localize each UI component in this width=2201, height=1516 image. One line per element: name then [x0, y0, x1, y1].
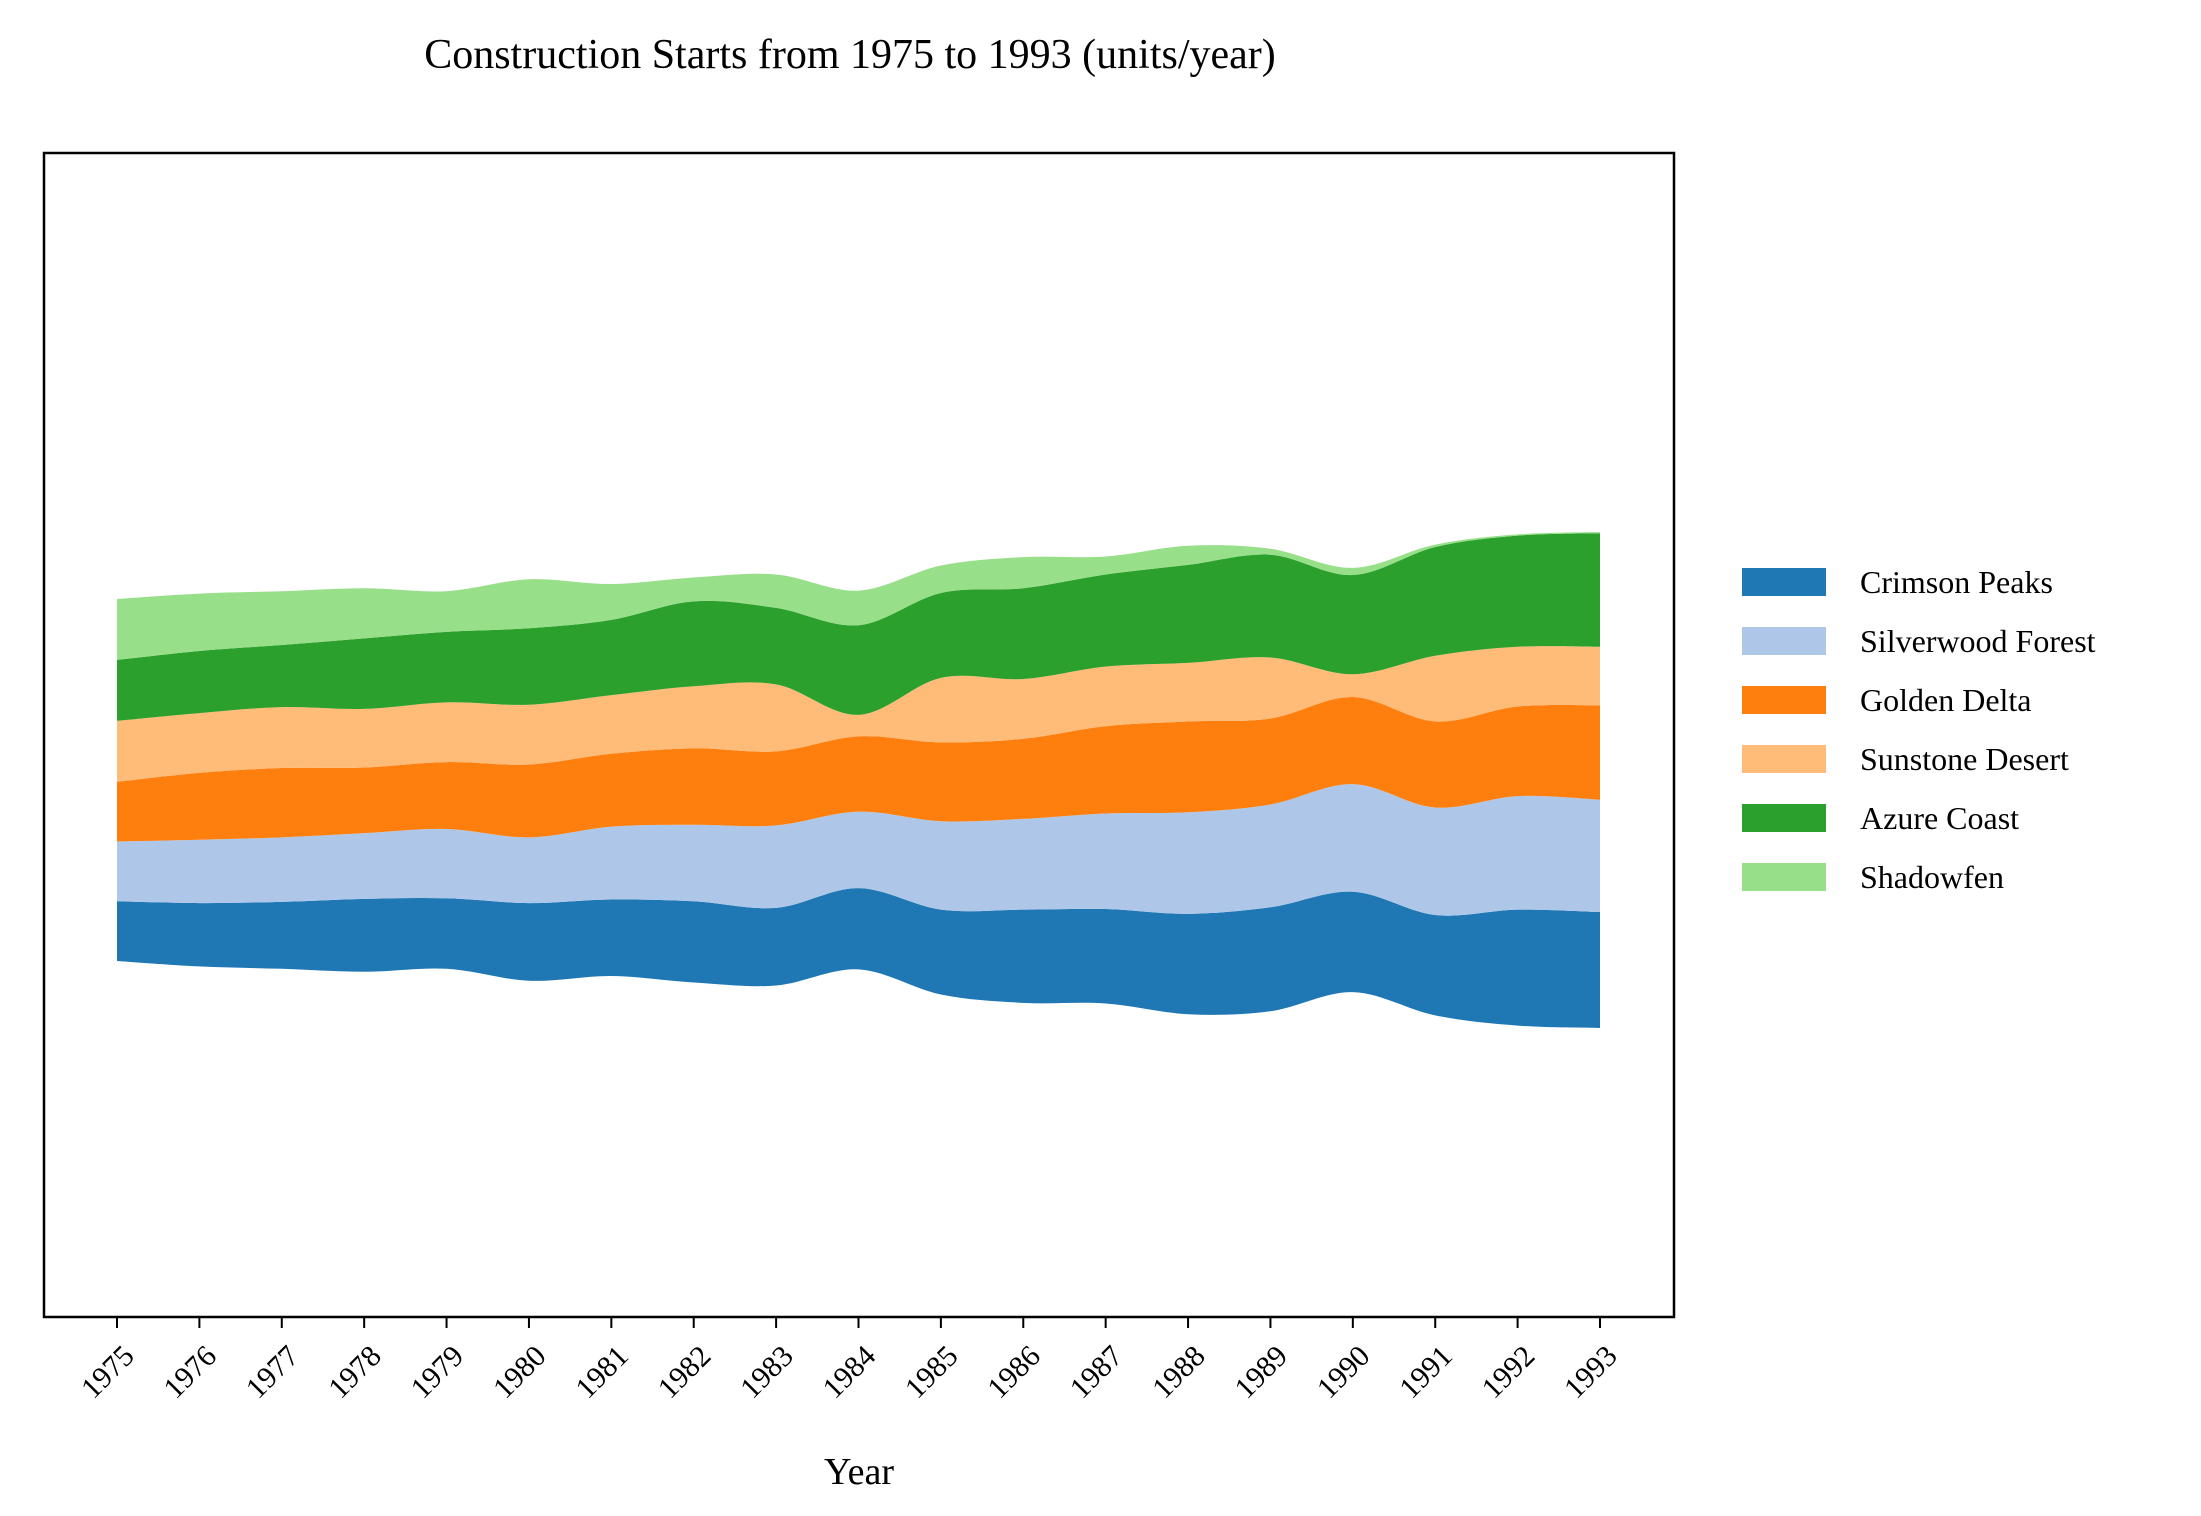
x-tick-label: 1989	[1228, 1339, 1294, 1405]
x-tick-label: 1987	[1064, 1339, 1130, 1405]
legend-swatch	[1742, 863, 1826, 891]
legend-swatch	[1742, 568, 1826, 596]
stream-shadowfen	[117, 532, 1600, 660]
x-tick-label: 1983	[734, 1339, 800, 1405]
legend: Crimson Peaks Silverwood Forest Golden Del…	[1742, 564, 2096, 895]
stream-golden-delta	[117, 696, 1600, 842]
x-tick-label: 1982	[652, 1339, 718, 1405]
stream-layers	[117, 532, 1600, 1028]
stream-sunstone-desert	[117, 646, 1600, 782]
legend-label: Golden Delta	[1860, 682, 2032, 718]
legend-label: Sunstone Desert	[1860, 741, 2069, 777]
x-tick-label: 1981	[569, 1339, 635, 1405]
legend-label: Shadowfen	[1860, 859, 2004, 895]
x-axis-label: Year	[824, 1451, 894, 1493]
x-axis-ticks: 1975 1976 1977 1978 1979 1980 1981 1982 1983 1984…	[75, 1317, 1624, 1405]
x-tick-label: 1990	[1311, 1339, 1377, 1405]
x-tick-label: 1979	[404, 1339, 470, 1405]
x-tick-label: 1985	[899, 1339, 965, 1405]
x-tick-label: 1988	[1146, 1339, 1212, 1405]
x-tick-label: 1980	[487, 1339, 553, 1405]
x-tick-label: 1992	[1476, 1339, 1542, 1405]
x-tick-label: 1991	[1393, 1339, 1459, 1405]
x-tick-label: 1976	[157, 1339, 223, 1405]
legend-swatch	[1742, 627, 1826, 655]
x-tick-label: 1984	[816, 1339, 882, 1405]
x-tick-label: 1986	[981, 1339, 1047, 1405]
x-tick-label: 1977	[240, 1339, 306, 1405]
stream-crimson-peaks	[117, 888, 1600, 1028]
legend-label: Silverwood Forest	[1860, 623, 2096, 659]
legend-swatch	[1742, 686, 1826, 714]
legend-label: Azure Coast	[1860, 800, 2019, 836]
legend-swatch	[1742, 804, 1826, 832]
legend-swatch	[1742, 745, 1826, 773]
chart-title: Construction Starts from 1975 to 1993 (u…	[424, 32, 1276, 78]
stream-silverwood-forest	[117, 784, 1600, 916]
legend-label: Crimson Peaks	[1860, 564, 2053, 600]
x-tick-label: 1978	[322, 1339, 388, 1405]
x-tick-label: 1975	[75, 1339, 141, 1405]
x-tick-label: 1993	[1558, 1339, 1624, 1405]
stream-azure-coast	[117, 533, 1600, 721]
